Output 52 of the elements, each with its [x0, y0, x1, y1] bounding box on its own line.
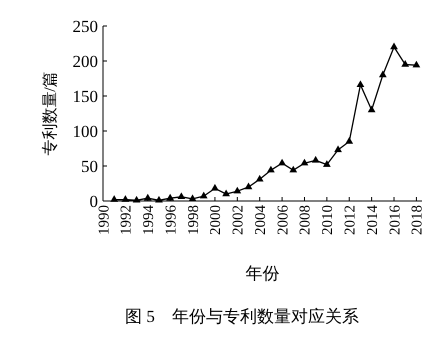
point — [368, 106, 376, 112]
x-tick-label: 2008 — [298, 205, 314, 235]
x-tick-label: 2018 — [410, 205, 426, 235]
caption: 图 5 年份与专利数量对应关系 — [125, 307, 359, 326]
x-tick-label: 1994 — [141, 204, 158, 235]
point — [132, 196, 140, 203]
point — [211, 184, 219, 191]
x-tick-label: 2016 — [387, 204, 404, 235]
point — [188, 194, 196, 202]
point — [144, 194, 152, 200]
point — [244, 182, 252, 190]
y-tick-label: 250 — [72, 16, 98, 36]
point — [312, 156, 320, 163]
x-tick-label: 2002 — [230, 205, 247, 235]
x-tick-label: 2004 — [252, 204, 269, 235]
point — [345, 137, 354, 144]
point — [278, 158, 286, 166]
y-tick-label: 0 — [90, 192, 98, 211]
point — [256, 174, 264, 182]
x-tick-label: 1998 — [186, 205, 202, 235]
x-tick-label: 1990 — [96, 205, 112, 235]
y-tick-label: 200 — [72, 52, 98, 71]
y-tick-label: 100 — [72, 122, 98, 141]
x-tick-label: 2012 — [342, 205, 358, 235]
point — [155, 196, 163, 203]
x-tick-label: 1996 — [163, 204, 180, 235]
point — [390, 42, 398, 50]
x-tick-label: 2006 — [275, 204, 292, 235]
point — [222, 190, 230, 196]
y-axis-title: 专利数量/篇 — [41, 71, 59, 156]
point — [356, 80, 364, 88]
point — [200, 192, 208, 198]
x-tick-label: 1992 — [118, 205, 135, 235]
x-tick-label: 2000 — [208, 205, 224, 235]
point — [267, 166, 275, 172]
point — [378, 70, 387, 78]
x-axis-title: 年份 — [246, 264, 280, 283]
x-tick-label: 2014 — [364, 204, 381, 235]
point — [334, 145, 342, 152]
point — [233, 186, 242, 194]
x-tick-label: 2010 — [320, 205, 336, 235]
point — [289, 166, 298, 172]
point — [177, 192, 186, 200]
point — [122, 195, 130, 202]
point — [110, 195, 118, 202]
point — [166, 194, 174, 200]
point — [401, 60, 410, 67]
point — [300, 158, 308, 166]
point — [412, 60, 420, 68]
point — [322, 160, 331, 167]
y-tick-label: 150 — [72, 86, 98, 106]
y-tick-label: 50 — [81, 156, 98, 176]
